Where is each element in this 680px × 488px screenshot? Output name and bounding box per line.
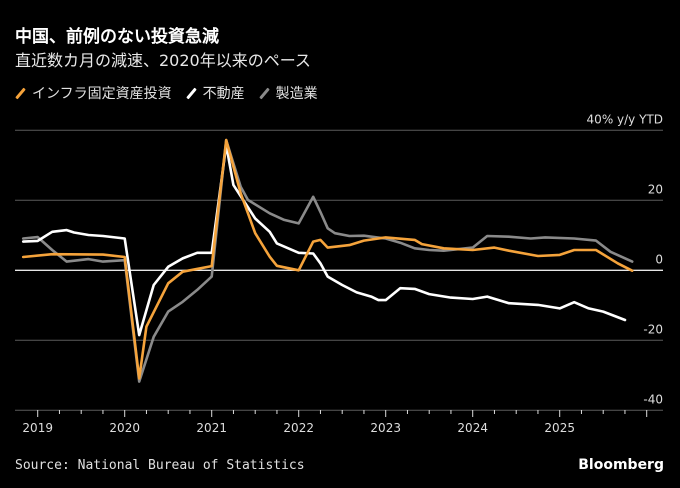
- source-note: Source: National Bureau of Statistics: [15, 458, 305, 473]
- series-line-1: [21, 143, 627, 337]
- legend-item-manufacturing: 製造業: [258, 83, 318, 103]
- legend: インフラ固定資産投資 不動産 製造業: [15, 83, 318, 103]
- legend-label: インフラ固定資産投資: [32, 86, 172, 102]
- x-tick-label: 2022: [283, 421, 314, 435]
- y-tick-label: 20: [648, 182, 663, 196]
- x-tick-label: 2023: [370, 421, 401, 435]
- x-tick-label: 2019: [22, 421, 53, 435]
- legend-label: 不動産: [202, 86, 245, 102]
- chart-title: 中国、前例のない投資急減: [15, 27, 219, 47]
- x-tick-label: 2021: [196, 421, 227, 435]
- series-line-2: [21, 138, 634, 380]
- legend-label: 製造業: [275, 86, 318, 102]
- legend-item-property: 不動産: [185, 83, 245, 103]
- chart-subtitle: 直近数カ月の減速、2020年以来のペース: [15, 51, 311, 70]
- series-line-0: [21, 138, 634, 383]
- x-tick-label: 2025: [544, 421, 575, 435]
- x-tick-label: 2024: [457, 421, 488, 435]
- bloomberg-logo: Bloomberg: [578, 457, 664, 473]
- y-tick-label: -40: [643, 392, 663, 406]
- y-tick-label: -20: [643, 322, 663, 336]
- y-tick-label: 40% y/y YTD: [587, 112, 663, 126]
- y-tick-label: 0: [655, 252, 663, 266]
- x-tick-label: 2020: [109, 421, 140, 435]
- legend-item-infrastructure: インフラ固定資産投資: [15, 83, 172, 103]
